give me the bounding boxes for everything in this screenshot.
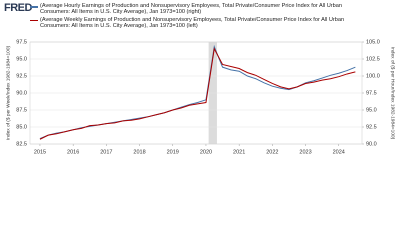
legend-swatch bbox=[30, 6, 38, 8]
x-tick-label: 2016 bbox=[67, 149, 79, 155]
y2-tick-label: 97.5 bbox=[366, 90, 377, 96]
chart: FRED (Average Hourly Earnings of Product… bbox=[4, 2, 396, 155]
x-tick-label: 2022 bbox=[266, 149, 278, 155]
plot: 82.5 85.0 87.5 90.0 92.5 95.0 97.5 90.0 92.5 95.0… bbox=[5, 39, 396, 155]
y-tick-label: 82.5 bbox=[16, 141, 27, 147]
y-tick-label: 87.5 bbox=[16, 107, 27, 113]
legend: (Average Hourly Earnings of Production a… bbox=[30, 3, 370, 31]
x-tick-label: 2018 bbox=[133, 149, 145, 155]
legend-item: (Average Hourly Earnings of Production a… bbox=[30, 3, 370, 16]
y-tick-label: 97.5 bbox=[16, 39, 27, 45]
x-tick-label: 2015 bbox=[34, 149, 46, 155]
y2-tick-label: 92.5 bbox=[366, 124, 377, 130]
x-tick-label: 2021 bbox=[233, 149, 245, 155]
x-tick-label: 2019 bbox=[167, 149, 179, 155]
x-tick-label: 2023 bbox=[299, 149, 311, 155]
x-tick-label: 2020 bbox=[200, 149, 212, 155]
legend-label: (Average Weekly Earnings of Production a… bbox=[40, 16, 345, 30]
logo: FRED bbox=[4, 2, 32, 14]
y2-tick-label: 95.0 bbox=[366, 107, 377, 113]
y2-tick-label: 105.0 bbox=[366, 39, 380, 45]
plot-frame bbox=[29, 41, 363, 145]
x-tick-label: 2017 bbox=[100, 149, 112, 155]
legend-label: (Average Hourly Earnings of Production a… bbox=[40, 3, 343, 16]
y-tick-label: 85.0 bbox=[16, 124, 27, 130]
y-tick-label: 95.0 bbox=[16, 56, 27, 62]
x-tick-label: 2024 bbox=[333, 149, 345, 155]
y2-tick-label: 90.0 bbox=[366, 141, 377, 147]
y-tick-label: 90.0 bbox=[16, 90, 27, 96]
y2-tick-label: 100.0 bbox=[366, 73, 380, 79]
legend-swatch bbox=[30, 19, 38, 22]
y-axis-title: Index of ($ per Week/Index 1982-1984=100… bbox=[5, 46, 11, 141]
series-line bbox=[39, 44, 356, 140]
y2-axis-title: Index of ($ per Hour/Index 1982-1984=100… bbox=[390, 47, 396, 140]
series-line bbox=[39, 47, 356, 140]
legend-item: (Average Weekly Earnings of Production a… bbox=[30, 17, 370, 30]
y2-tick-label: 102.5 bbox=[366, 56, 380, 62]
y-tick-label: 92.5 bbox=[16, 73, 27, 79]
